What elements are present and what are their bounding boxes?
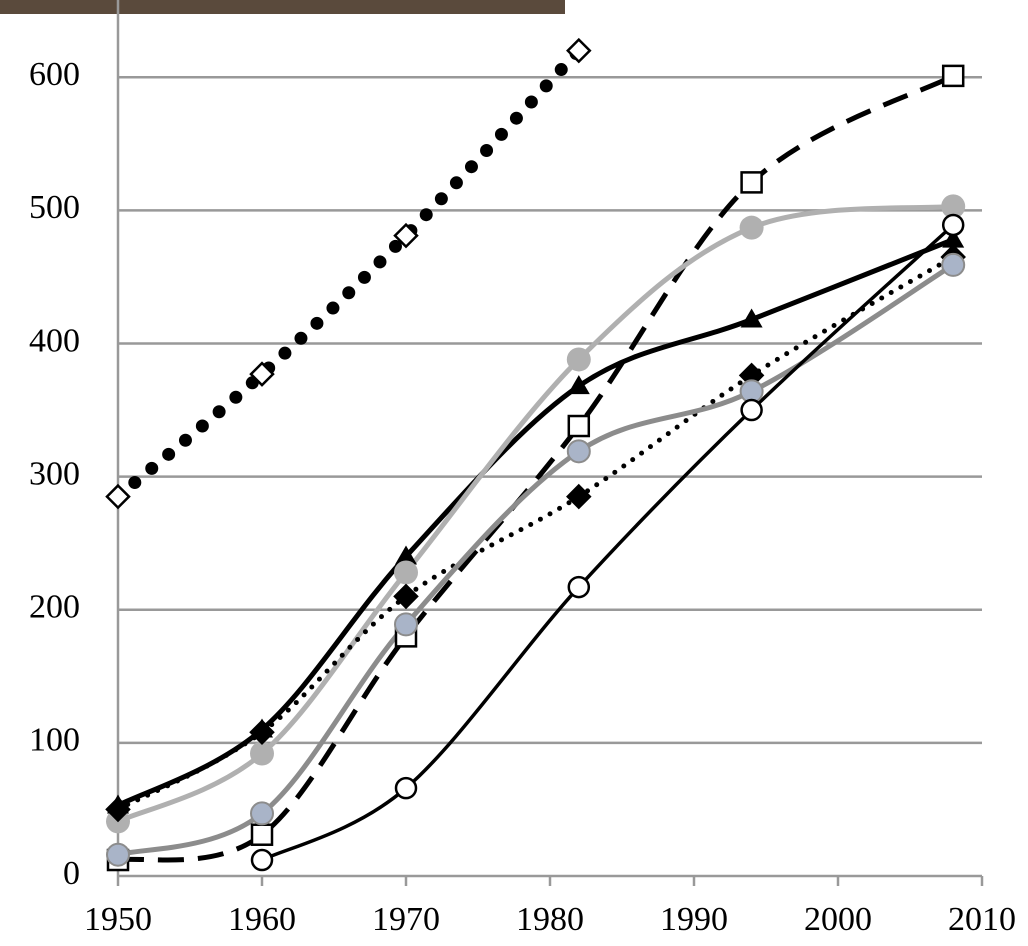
marker (569, 577, 589, 597)
marker (107, 486, 129, 508)
marker (568, 40, 590, 62)
series-line (118, 240, 953, 806)
marker (107, 844, 129, 866)
marker (942, 254, 964, 276)
x-tick-label: 1990 (660, 901, 728, 938)
marker (567, 347, 591, 371)
marker (250, 742, 274, 766)
x-tick-label: 1960 (228, 901, 296, 938)
series-line (118, 206, 953, 821)
marker (568, 440, 590, 462)
marker (740, 216, 764, 240)
marker (394, 560, 418, 584)
series-line (262, 225, 953, 860)
y-tick-label: 600 (29, 56, 80, 93)
y-tick-label: 300 (29, 455, 80, 492)
y-tick-label: 100 (29, 722, 80, 759)
x-tick-label: 1980 (516, 901, 584, 938)
marker (396, 778, 416, 798)
y-tick-label: 200 (29, 589, 80, 626)
marker (569, 416, 589, 436)
marker (943, 66, 963, 86)
x-tick-label: 2000 (804, 901, 872, 938)
marker (252, 850, 272, 870)
chart: 0 100 200 300 400 500 600 1950 1960 1970 1980 1990 2… (0, 0, 1028, 946)
y-tick-label: 400 (29, 322, 80, 359)
marker (742, 400, 762, 420)
x-tick-label: 1950 (84, 901, 152, 938)
y-tick-label: 500 (29, 189, 80, 226)
marker (251, 802, 273, 824)
marker (568, 375, 590, 394)
y-tick-label: 0 (63, 855, 80, 892)
marker (252, 825, 272, 845)
marker (943, 215, 963, 235)
marker (742, 172, 762, 192)
x-tick-label: 2010 (948, 901, 1016, 938)
photo-strip (0, 0, 565, 14)
marker (395, 613, 417, 635)
x-tick-label: 1970 (372, 901, 440, 938)
series-line (118, 51, 579, 497)
